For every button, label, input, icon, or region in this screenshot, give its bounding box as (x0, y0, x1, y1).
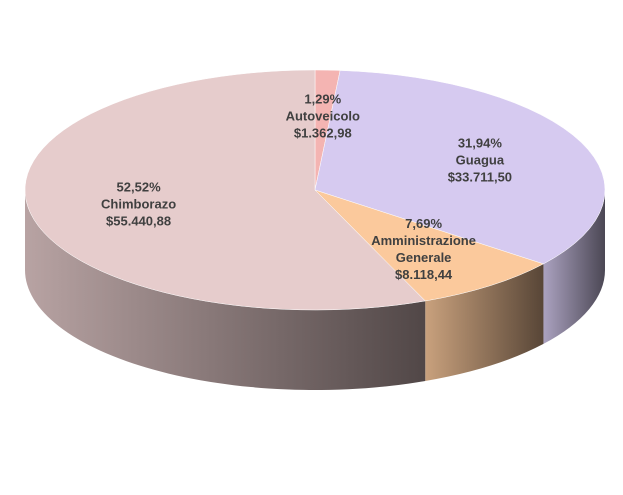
slice-label: 1,29% Autoveicolo $1.362,98 (263, 90, 383, 141)
slice-label: 31,94% Guagua $33.711,50 (420, 135, 540, 186)
amount-label: $8.118,44 (395, 267, 453, 283)
amount-label: $33.711,50 (447, 169, 513, 185)
slice-side (425, 263, 544, 381)
slice-label: 7,69% Amministrazione Generale $8.118,44 (364, 215, 484, 283)
percent-label: 52,52% (116, 179, 161, 195)
category-label: Autoveicolo (285, 108, 360, 124)
amount-label: $55.440,88 (106, 213, 172, 229)
amount-label: $1.362,98 (293, 125, 352, 141)
slice (314, 189, 545, 302)
percent-label: 7,69% (405, 216, 443, 232)
slice (24, 69, 426, 311)
category-label: Amministrazione Generale (371, 233, 476, 266)
percent-label: 1,29% (304, 91, 342, 107)
slice-side (25, 190, 426, 390)
slice (314, 70, 606, 265)
percent-label: 31,94% (457, 135, 502, 151)
category-label: Chimborazo (101, 196, 177, 212)
slice-label: 52,52% Chimborazo $55.440,88 (79, 179, 199, 230)
slice-side (543, 190, 605, 344)
category-label: Guagua (455, 152, 505, 168)
